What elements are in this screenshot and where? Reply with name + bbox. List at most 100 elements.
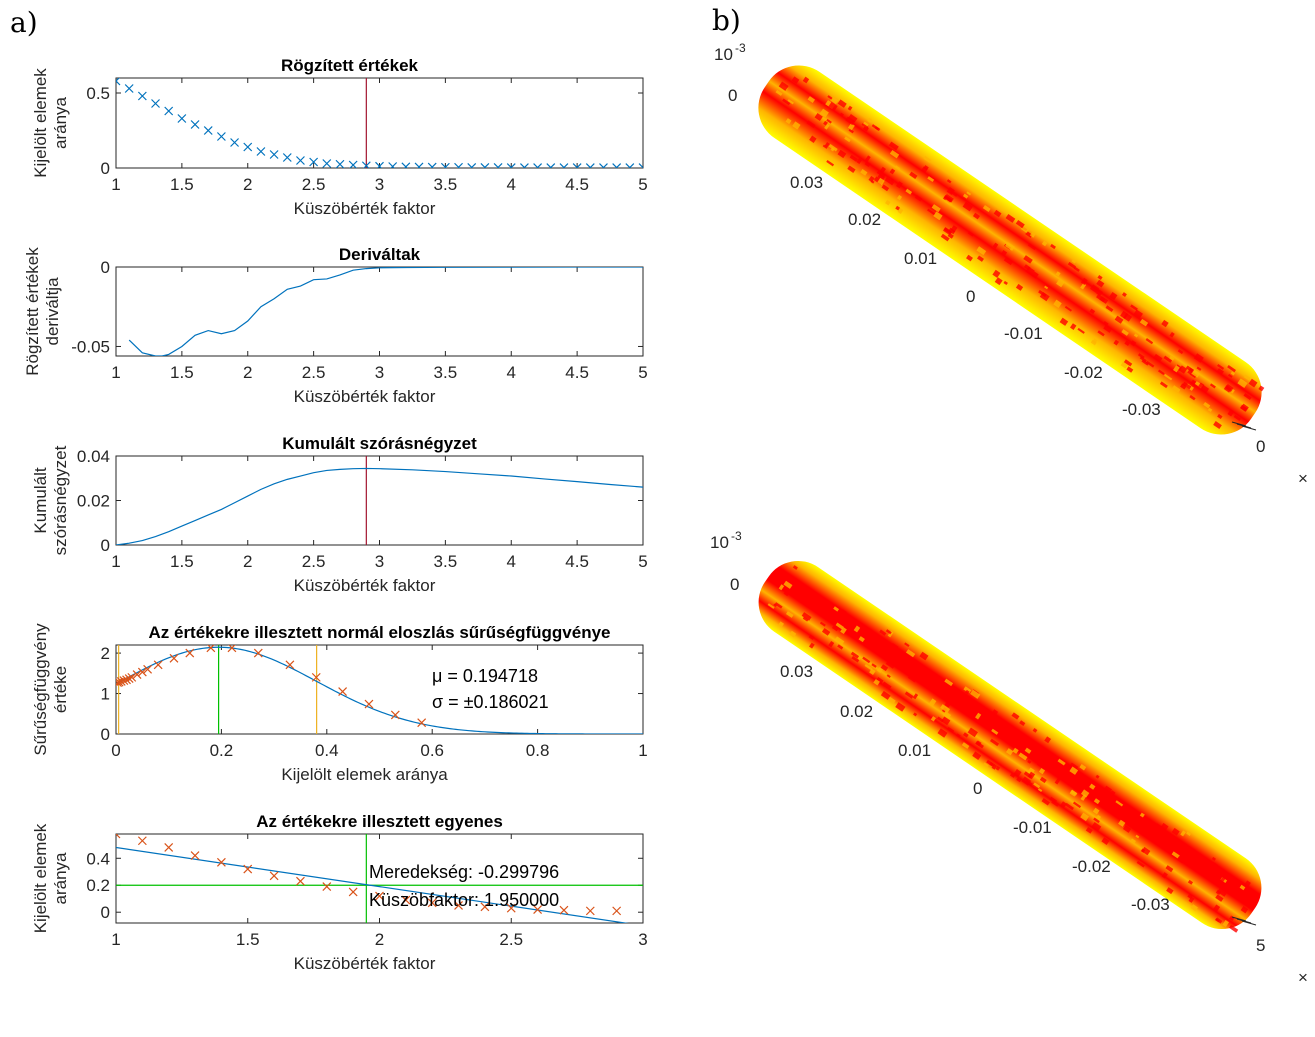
point-streak: [808, 634, 815, 641]
point-streak: [1089, 308, 1096, 315]
subplot-3: 1 1.5 2 2.5 3 3.5 4 4.5 5 0 0.02 0.04 Kumulált szórá…: [31, 434, 648, 595]
x-axis-label: Küszöbérték faktor: [294, 576, 436, 595]
point-streak: [991, 763, 998, 770]
point-streak: [778, 81, 789, 91]
point-streak: [1095, 774, 1100, 779]
point-streak: [1240, 403, 1249, 412]
data-point: [625, 163, 635, 168]
point-streak: [962, 201, 973, 212]
point-streak: [1144, 817, 1151, 824]
point-streak: [856, 158, 863, 165]
point-streak: [1039, 291, 1050, 302]
point-streak: [1098, 794, 1107, 803]
point-streak: [956, 733, 961, 738]
y-tick-label: 0: [101, 159, 110, 178]
point-streak: [1185, 365, 1195, 373]
data-point: [427, 162, 437, 168]
x-axis-label: Kijelölt elemek aránya: [281, 765, 448, 784]
point-streak: [847, 114, 858, 123]
point-streak: [876, 667, 883, 673]
x-tick-label: 1: [111, 552, 120, 571]
point-streak: [1055, 271, 1061, 277]
fit-curve: [116, 646, 643, 734]
point-streak: [1180, 383, 1187, 390]
3d-plot-2: 10 -3 0 0.03 0.02 0.01 0 -0.01 -0.02 -0.03 5 ×: [710, 529, 1308, 987]
x-tick-label: 3: [638, 930, 647, 949]
y-axis-label: Kijelölt elemekaránya: [31, 68, 70, 178]
axes-box: [115, 455, 644, 546]
point-streak: [975, 712, 982, 720]
point-streak: [877, 173, 885, 181]
point-streak: [791, 76, 800, 84]
point-streak: [819, 621, 826, 627]
point-streak: [824, 123, 830, 130]
point-streak: [1133, 333, 1139, 338]
data-point: [375, 161, 384, 168]
data-point: [401, 895, 411, 905]
x-tick-label: 2.5: [302, 552, 326, 571]
axes-box: [115, 833, 644, 924]
point-streak: [946, 726, 955, 734]
point-streak: [896, 194, 903, 201]
subplot-title: Rögzített értékek: [281, 56, 419, 75]
y-tick-label: 0.4: [86, 849, 110, 868]
x-tick-label: 2: [243, 175, 252, 194]
point-streak: [1166, 887, 1174, 895]
point-streak: [970, 689, 981, 699]
data-point: [311, 672, 321, 682]
point-streak: [824, 599, 832, 606]
point-streak: [1105, 305, 1114, 313]
point-streak: [879, 166, 886, 174]
point-streak: [961, 742, 970, 749]
x-tick-label: 1.5: [170, 552, 194, 571]
axis-tick: [1241, 425, 1257, 431]
point-streak: [986, 759, 995, 768]
point-streak: [1136, 824, 1143, 830]
data-point: [256, 147, 266, 156]
point-streak: [891, 647, 896, 652]
axis-tick-label: -0.03: [1131, 895, 1170, 914]
x-tick-label: 2.5: [302, 363, 326, 382]
x-tick-label: 2: [243, 552, 252, 571]
point-streak: [940, 233, 950, 242]
data-point: [612, 906, 622, 916]
data-point: [282, 153, 292, 162]
point-streak: [871, 663, 877, 668]
x-tick-label: 4.5: [565, 175, 589, 194]
data-point: [132, 670, 142, 679]
point-streak: [1015, 283, 1024, 291]
point-streak: [1207, 863, 1216, 872]
point-streak: [1234, 892, 1242, 900]
point-streak: [1190, 379, 1197, 386]
point-streak: [931, 204, 941, 213]
point-streak: [941, 716, 951, 726]
point-streak: [809, 135, 817, 143]
point-streak: [1167, 846, 1175, 852]
data-point: [243, 142, 253, 152]
point-streak: [837, 644, 844, 650]
x-tick-label: 1: [638, 741, 647, 760]
axis-tick-label: 0: [973, 779, 982, 798]
point-streak: [1171, 851, 1180, 859]
point-streak: [1169, 332, 1175, 338]
point-streak: [1032, 728, 1038, 733]
point-streak: [989, 738, 1000, 747]
x-tick-label: 5: [638, 552, 647, 571]
x-tick-label: 0.4: [315, 741, 339, 760]
data-point: [137, 91, 147, 101]
y-axis-label: Sűrűségfüggvényértéke: [31, 623, 70, 756]
x-tick-label: 1: [111, 363, 120, 382]
point-cloud-body: [758, 560, 1262, 930]
point-streak: [895, 702, 906, 712]
data-point: [506, 163, 516, 168]
point-streak: [1097, 275, 1103, 280]
subplot-title: Az értékekre illesztett normál eloszlás …: [148, 623, 610, 642]
data-point: [116, 677, 124, 687]
point-streak: [991, 728, 999, 735]
y-tick-label: 1: [101, 685, 110, 704]
point-streak: [1036, 760, 1047, 770]
point-streak: [1092, 807, 1100, 815]
point-streak: [1027, 771, 1036, 780]
point-streak: [778, 584, 785, 591]
data-point: [164, 106, 174, 116]
